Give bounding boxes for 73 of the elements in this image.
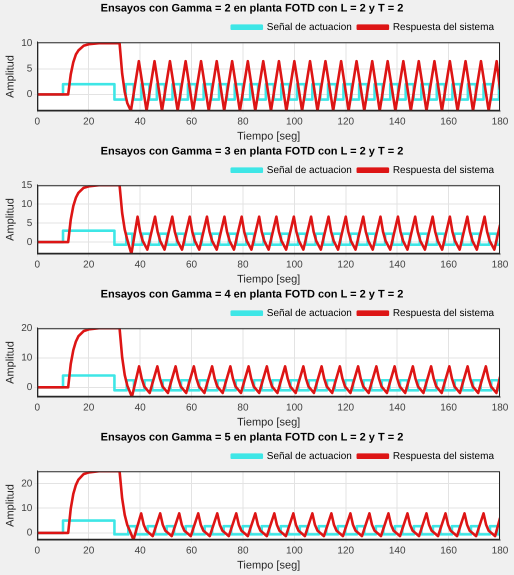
legend-label: Respuesta del sistema xyxy=(392,450,494,462)
x-tick-label: 180 xyxy=(492,260,509,271)
legend-label: Señal de actuacion xyxy=(266,450,352,462)
y-tick-label: 5 xyxy=(26,218,33,229)
x-tick-label: 40 xyxy=(134,116,146,128)
x-axis-title: Tiempo [seg] xyxy=(237,273,300,286)
x-tick-label: 120 xyxy=(337,260,355,271)
x-tick-label: 60 xyxy=(186,116,198,128)
y-axis-title: Amplitud xyxy=(4,484,17,527)
x-tick-label: 80 xyxy=(237,260,249,271)
x-tick-label: 0 xyxy=(34,116,41,128)
x-tick-label: 60 xyxy=(186,546,198,557)
y-tick-label: 0 xyxy=(26,236,33,248)
x-tick-label: 180 xyxy=(492,546,509,557)
x-tick-label: 80 xyxy=(237,402,249,414)
legend-label: Señal de actuacion xyxy=(266,308,352,319)
x-tick-label: 100 xyxy=(286,546,304,557)
x-tick-label: 0 xyxy=(34,260,41,271)
x-tick-label: 120 xyxy=(337,116,355,128)
x-tick-label: 40 xyxy=(134,260,146,271)
x-tick-label: 120 xyxy=(337,402,355,414)
x-tick-label: 20 xyxy=(83,546,95,557)
x-tick-label: 160 xyxy=(440,402,458,414)
chart-title: Ensayos con Gamma = 4 en planta FOTD con L = 2 y T = 2 xyxy=(100,288,404,301)
x-tick-label: 100 xyxy=(286,402,304,414)
y-axis-title: Amplitud xyxy=(4,198,17,241)
legend-label: Señal de actuacion xyxy=(266,164,352,176)
x-tick-label: 0 xyxy=(34,402,41,414)
x-axis-title: Tiempo [seg] xyxy=(237,130,300,142)
x-tick-label: 20 xyxy=(83,260,95,271)
y-tick-label: 20 xyxy=(21,478,33,490)
x-tick-label: 0 xyxy=(34,546,41,557)
legend-label: Señal de actuacion xyxy=(266,22,352,33)
x-tick-label: 100 xyxy=(286,260,304,271)
legend-label: Respuesta del sistema xyxy=(392,164,494,176)
y-tick-label: 5 xyxy=(26,64,33,75)
x-tick-label: 160 xyxy=(440,546,458,557)
x-tick-label: 60 xyxy=(186,402,198,414)
x-tick-label: 140 xyxy=(388,402,406,414)
chart-title: Ensayos con Gamma = 3 en planta FOTD con L = 2 y T = 2 xyxy=(100,146,404,158)
x-tick-label: 120 xyxy=(337,546,355,557)
y-axis-title: Amplitud xyxy=(4,55,17,98)
chart-title: Ensayos con Gamma = 2 en planta FOTD con L = 2 y T = 2 xyxy=(100,2,404,15)
x-tick-label: 20 xyxy=(83,116,95,128)
x-tick-label: 80 xyxy=(237,116,249,128)
x-tick-label: 60 xyxy=(186,260,198,271)
y-tick-label: 0 xyxy=(26,89,33,100)
x-tick-label: 140 xyxy=(388,546,406,557)
y-tick-label: 15 xyxy=(21,180,33,191)
x-tick-label: 160 xyxy=(440,116,458,128)
x-tick-label: 100 xyxy=(286,116,304,128)
x-tick-label: 20 xyxy=(83,402,95,414)
x-axis-title: Tiempo [seg] xyxy=(237,559,300,572)
x-tick-label: 140 xyxy=(388,260,406,271)
y-tick-label: 0 xyxy=(26,528,33,539)
x-tick-label: 80 xyxy=(237,546,249,557)
x-tick-label: 40 xyxy=(134,546,146,557)
x-tick-label: 40 xyxy=(134,402,146,414)
y-tick-label: 10 xyxy=(21,198,33,210)
y-tick-label: 20 xyxy=(21,322,33,334)
y-tick-label: 10 xyxy=(21,352,33,364)
chart-title: Ensayos con Gamma = 5 en planta FOTD con L = 2 y T = 2 xyxy=(100,432,404,444)
y-tick-label: 10 xyxy=(21,38,33,49)
legend-label: Respuesta del sistema xyxy=(392,22,494,33)
y-tick-label: 10 xyxy=(21,502,33,514)
x-tick-label: 180 xyxy=(492,402,509,414)
x-axis-title: Tiempo [seg] xyxy=(237,416,300,428)
x-tick-label: 140 xyxy=(388,116,406,128)
y-tick-label: 0 xyxy=(26,382,33,394)
x-tick-label: 180 xyxy=(492,116,509,128)
legend-label: Respuesta del sistema xyxy=(392,308,494,319)
y-axis-title: Amplitud xyxy=(4,341,17,384)
x-tick-label: 160 xyxy=(440,260,458,271)
